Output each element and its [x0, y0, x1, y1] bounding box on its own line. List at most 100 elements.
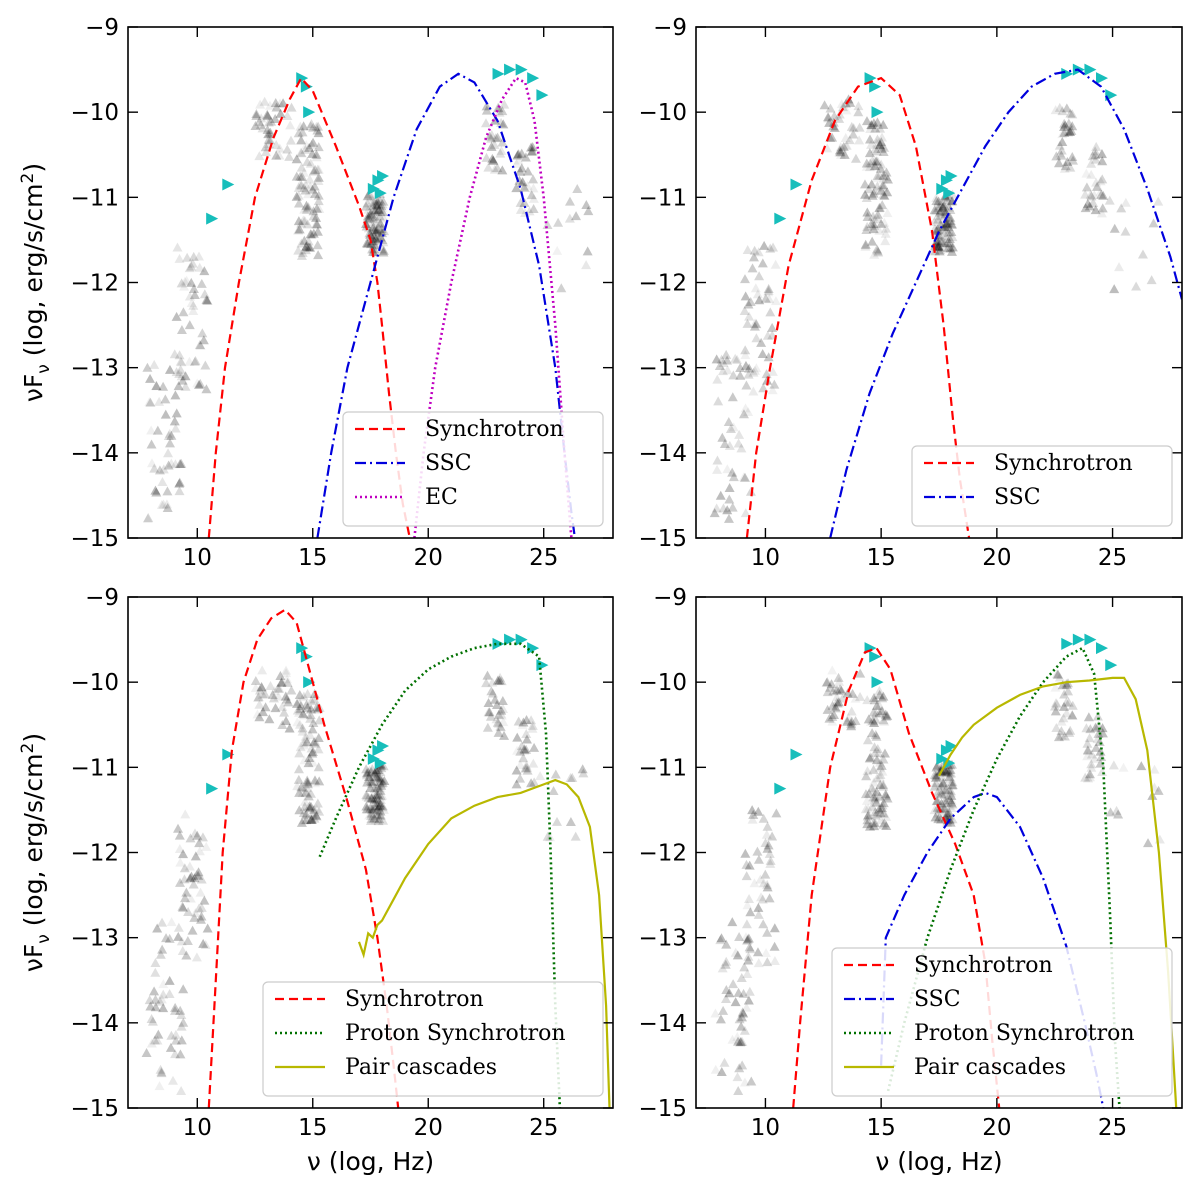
archival-point: [250, 121, 261, 131]
observed-point: [1084, 63, 1097, 76]
observed-point: [206, 212, 219, 225]
x-tick-label: 25: [529, 1115, 558, 1141]
archival-point: [271, 102, 282, 112]
archival-point: [254, 712, 265, 722]
archival-point: [942, 218, 953, 228]
archival-point: [312, 226, 323, 236]
archival-point: [716, 933, 727, 943]
archival-point: [375, 783, 386, 793]
archival-point: [270, 98, 281, 108]
y-axis-label: νFν (log, erg/s/cm2): [18, 733, 54, 972]
archival-point: [1063, 118, 1074, 128]
archival-point: [1090, 722, 1101, 732]
archival-point: [829, 122, 840, 132]
archival-point: [528, 174, 539, 184]
archival-point: [864, 753, 875, 763]
archival-point: [941, 219, 952, 229]
archival-point: [295, 742, 306, 752]
archival-point: [1058, 122, 1069, 132]
archival-point: [1064, 727, 1075, 737]
archival-point: [1108, 760, 1119, 770]
archival-point: [300, 731, 311, 741]
archival-point: [308, 737, 319, 747]
archival-point: [375, 207, 386, 217]
archival-point: [200, 939, 211, 949]
archival-point: [861, 161, 872, 171]
archival-point: [564, 196, 575, 206]
archival-point: [931, 237, 942, 247]
archival-point: [837, 143, 848, 153]
archival-point: [938, 778, 949, 788]
archival-point: [173, 823, 184, 833]
archival-point: [375, 810, 386, 820]
archival-point: [260, 702, 271, 712]
archival-point: [251, 110, 262, 120]
archival-point: [368, 804, 379, 814]
archival-point: [254, 699, 265, 709]
archival-point: [717, 963, 728, 973]
archival-point: [943, 227, 954, 237]
archival-point: [940, 206, 951, 216]
archival-point: [748, 809, 759, 819]
archival-point: [714, 360, 725, 370]
archival-point: [361, 764, 372, 774]
archival-point: [375, 773, 386, 783]
observed-point: [527, 72, 540, 85]
archival-point: [740, 848, 751, 858]
archival-point: [378, 815, 389, 825]
archival-point: [736, 443, 747, 453]
archival-point: [878, 798, 889, 808]
archival-point: [871, 797, 882, 807]
archival-point: [1153, 196, 1164, 206]
archival-point: [174, 830, 185, 840]
archival-point: [866, 120, 877, 130]
archival-point: [252, 692, 263, 702]
archival-point: [300, 787, 311, 797]
archival-point: [727, 467, 738, 477]
archival-point: [1091, 742, 1102, 752]
archival-point: [1049, 701, 1060, 711]
archival-point: [494, 675, 505, 685]
archival-point: [874, 791, 885, 801]
archival-point: [176, 458, 187, 468]
archival-point: [180, 371, 191, 381]
archival-point: [929, 781, 940, 791]
archival-point: [762, 879, 773, 889]
archival-point: [733, 987, 744, 997]
archival-point: [311, 149, 322, 159]
archival-point: [161, 499, 172, 509]
archival-point: [866, 120, 877, 130]
archival-point: [306, 814, 317, 824]
archival-point: [294, 707, 305, 717]
archival-point: [875, 779, 886, 789]
archival-point: [868, 764, 879, 774]
archival-point: [170, 459, 181, 469]
archival-point: [743, 955, 754, 965]
archival-point: [362, 198, 373, 208]
archival-point: [763, 283, 774, 293]
archival-point: [740, 345, 751, 355]
legend-box: [911, 445, 1173, 527]
archival-point: [1114, 262, 1125, 272]
archival-point: [745, 907, 756, 917]
archival-point: [374, 224, 385, 234]
archival-point: [363, 204, 374, 214]
archival-point: [932, 795, 943, 805]
archival-point: [526, 715, 537, 725]
archival-point: [943, 792, 954, 802]
archival-point: [855, 668, 866, 678]
archival-point: [564, 213, 575, 223]
archival-point: [882, 174, 893, 184]
archival-point: [945, 764, 956, 774]
archival-point: [939, 789, 950, 799]
archival-point: [1120, 226, 1131, 236]
archival-point: [296, 782, 307, 792]
archival-point: [933, 196, 944, 206]
archival-point: [369, 239, 380, 249]
archival-point: [278, 98, 289, 108]
archival-point: [178, 307, 189, 317]
legend-label: SSC: [994, 485, 1041, 510]
archival-point: [1084, 733, 1095, 743]
archival-point: [724, 494, 735, 504]
